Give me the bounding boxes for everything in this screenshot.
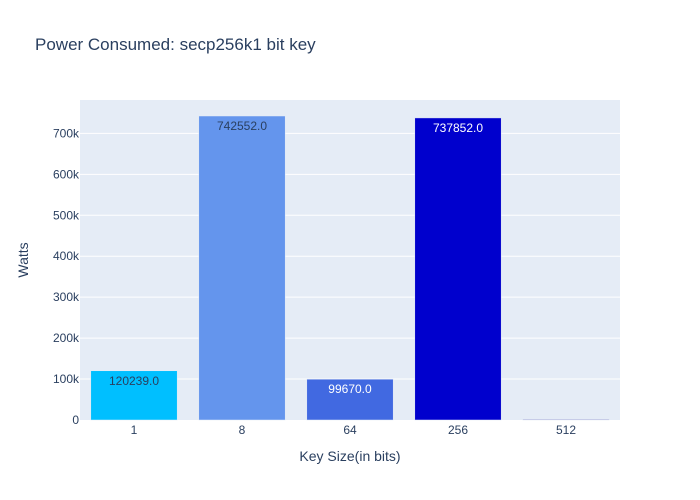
y-tick-label: 100k xyxy=(53,372,80,386)
x-tick-label: 64 xyxy=(343,423,357,437)
y-tick-label: 700k xyxy=(53,126,80,140)
x-tick-label: 256 xyxy=(448,423,468,437)
x-tick-label: 8 xyxy=(239,423,246,437)
chart-title: Power Consumed: secp256k1 bit key xyxy=(35,35,316,54)
y-tick-label: 0 xyxy=(72,413,79,427)
bar-data-label: 99670.0 xyxy=(328,382,372,396)
bar-data-label: 120239.0 xyxy=(109,374,159,388)
x-axis-ticks: 1 8 64 256 512 xyxy=(131,423,577,437)
x-tick-label: 1 xyxy=(131,423,138,437)
y-tick-label: 300k xyxy=(53,290,80,304)
x-tick-label: 512 xyxy=(556,423,576,437)
x-axis-title: Key Size(in bits) xyxy=(299,448,400,464)
bars: 120239.0 742552.0 99670.0 737852.0 xyxy=(90,115,610,421)
bar[interactable] xyxy=(90,370,178,421)
bar[interactable] xyxy=(414,117,502,421)
y-tick-label: 600k xyxy=(53,167,80,181)
bar[interactable] xyxy=(306,378,394,421)
y-tick-label: 500k xyxy=(53,208,80,222)
bar[interactable] xyxy=(198,115,286,421)
y-tick-label: 400k xyxy=(53,249,80,263)
bar-data-label: 737852.0 xyxy=(433,121,483,135)
y-tick-label: 200k xyxy=(53,331,80,345)
y-axis-title: Watts xyxy=(15,242,31,277)
plot-area xyxy=(80,100,620,420)
y-axis-ticks: 0 100k 200k 300k 400k 500k 600k 700k xyxy=(53,126,80,427)
bar-data-label: 742552.0 xyxy=(217,119,267,133)
bar[interactable] xyxy=(522,419,610,421)
